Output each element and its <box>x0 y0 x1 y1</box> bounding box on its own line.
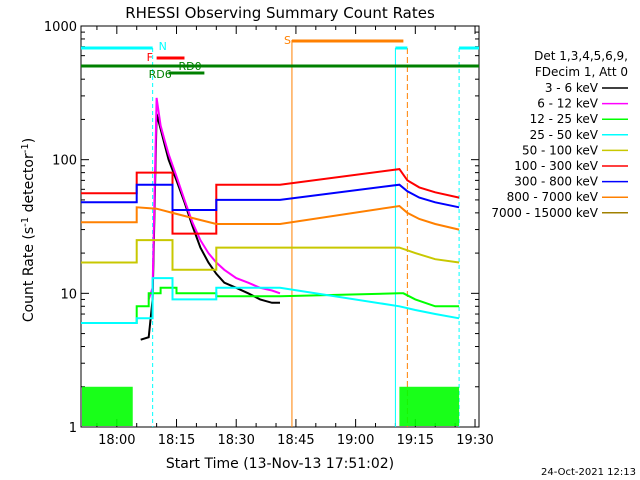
series-line-25to50keV <box>81 277 460 324</box>
chart-title: RHESSI Observing Summary Count Rates <box>125 4 435 22</box>
y-axis-label: Count Rate (s-1 detector-1) <box>20 138 37 322</box>
annotation-rd6: RD6 <box>149 68 172 81</box>
legend-header-2: FDecim 1, Att 0 <box>535 65 628 79</box>
x-tick-label: 19:00 <box>337 433 374 448</box>
y-axis-label-mid: detector <box>21 153 37 217</box>
y-tick-label: 10 <box>60 287 77 302</box>
annotation-saa: S <box>284 34 291 47</box>
legend-label: 50 - 100 keV <box>522 143 599 157</box>
series-line-800to7000keV <box>81 204 460 231</box>
x-tick-label: 18:15 <box>158 433 195 448</box>
x-tick-label: 18:45 <box>277 433 314 448</box>
legend-label: 7000 - 15000 keV <box>491 206 598 220</box>
timestamp: 24-Oct-2021 12:13 <box>541 467 636 478</box>
y-axis-label-sup1: -1 <box>20 217 31 227</box>
series-line-3to6keV <box>140 113 280 341</box>
y-tick-label: 100 <box>52 154 77 169</box>
series-line-300to800keV <box>81 183 460 211</box>
legend-label: 800 - 7000 keV <box>507 190 599 204</box>
y-tick-label: 1 <box>69 421 77 436</box>
x-tick-label: 19:30 <box>456 433 493 448</box>
annotation-rd0: RD0 <box>179 60 202 73</box>
legend-header-1: Det 1,3,4,5,6,9, <box>534 49 628 63</box>
y-axis-label-sup2: -1 <box>20 143 31 153</box>
x-axis-label: Start Time (13-Nov-13 17:51:02) <box>166 456 394 472</box>
low-rate-block-right <box>399 386 460 426</box>
plot-frame <box>80 25 480 428</box>
series-line-100to300keV <box>81 168 460 235</box>
y-tick-label: 1000 <box>44 20 77 35</box>
annotation-night: N <box>159 40 167 53</box>
legend-label: 3 - 6 keV <box>545 81 599 95</box>
y-axis-label-main: Count Rate (s <box>21 227 37 322</box>
series-line-6to12keV <box>147 97 281 300</box>
series-line-50to100keV <box>81 239 460 271</box>
legend-label: 25 - 50 keV <box>530 128 599 142</box>
legend-label: 12 - 25 keV <box>530 112 599 126</box>
legend-label: 6 - 12 keV <box>537 97 599 111</box>
annotation-flare: F <box>147 51 153 64</box>
x-tick-label: 19:15 <box>397 433 434 448</box>
legend-label: 300 - 800 keV <box>514 175 598 189</box>
low-rate-block <box>82 386 133 426</box>
legend-label: 100 - 300 keV <box>514 159 598 173</box>
x-tick-label: 18:30 <box>217 433 254 448</box>
y-axis-label-end: ) <box>21 138 37 143</box>
x-tick-label: 18:00 <box>98 433 135 448</box>
